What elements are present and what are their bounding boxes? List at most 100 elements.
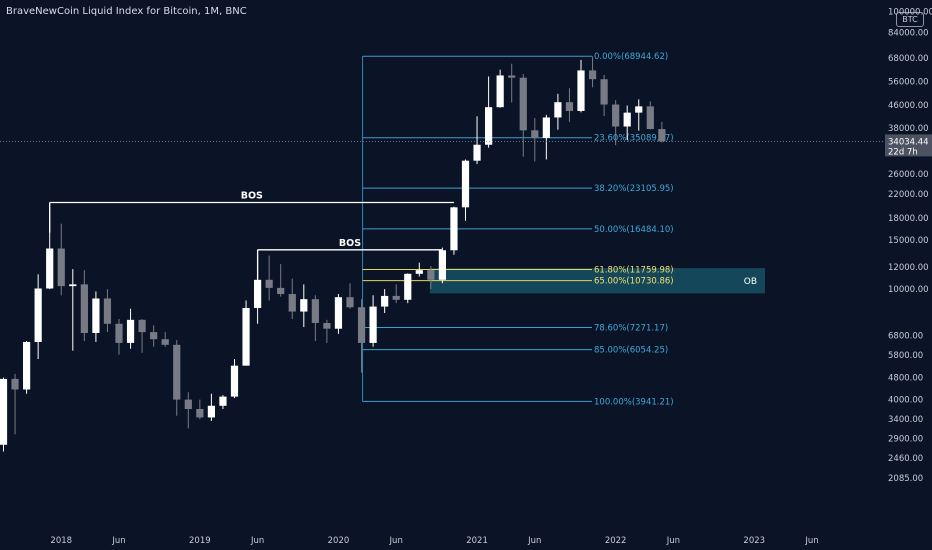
candle-body xyxy=(531,130,539,139)
y-tick-label: 6800.00 xyxy=(888,332,923,342)
x-tick-label: Jun xyxy=(389,536,403,546)
x-tick-label: Jun xyxy=(804,536,818,546)
candle-body xyxy=(612,104,620,127)
candle-body xyxy=(554,102,562,118)
y-tick-label: 2900.00 xyxy=(888,434,923,444)
y-tick-label: 2085.00 xyxy=(888,474,923,484)
candle-body xyxy=(508,75,516,78)
x-tick-label: Jun xyxy=(111,536,125,546)
candle-body xyxy=(461,160,470,208)
candle-body xyxy=(126,319,135,343)
candle-body xyxy=(600,79,608,105)
candle-body xyxy=(230,365,239,397)
fib-level-label: 0.00%(68944.62) xyxy=(594,52,668,62)
bos-label: BOS xyxy=(339,238,361,249)
candle-body xyxy=(404,273,412,300)
fib-level-label: 100.00%(3941.21) xyxy=(594,397,674,407)
candle-body xyxy=(415,270,423,274)
candle-body xyxy=(34,288,42,342)
x-tick-label: Jun xyxy=(527,536,541,546)
last-price-tag xyxy=(885,134,932,157)
candle-body xyxy=(588,70,597,80)
candle-body xyxy=(184,399,192,409)
y-tick-label: 4800.00 xyxy=(888,374,923,384)
candle-body xyxy=(254,279,262,308)
fib-level-label: 23.60%(35089.97) xyxy=(594,134,674,144)
x-tick-label: 2022 xyxy=(605,536,627,546)
candle-body xyxy=(57,248,65,287)
candle-body xyxy=(635,106,643,113)
candle-body xyxy=(265,279,273,288)
y-tick-label: 68000.00 xyxy=(888,54,929,64)
candle-body xyxy=(311,299,319,323)
fib-level-label: 61.80%(11759.98) xyxy=(594,266,674,276)
y-tick-label: 4000.00 xyxy=(888,396,923,406)
y-tick-label: 18000.00 xyxy=(888,214,929,224)
y-tick-label: 3400.00 xyxy=(888,415,923,425)
candle-body xyxy=(577,70,585,111)
bar-countdown: 22d 7h xyxy=(888,147,918,157)
fib-level-label: 38.20%(23105.95) xyxy=(594,184,674,194)
candle-body xyxy=(69,284,77,287)
x-tick-label: 2020 xyxy=(328,536,350,546)
x-tick-label: 2023 xyxy=(743,536,765,546)
candle-body xyxy=(242,307,250,366)
last-price-value: 34034.44 xyxy=(888,137,929,147)
candle-body xyxy=(623,112,631,127)
fib-level-label: 85.00%(6054.25) xyxy=(594,346,668,356)
y-axis[interactable]: 100000.00 84000.00 68000.00 56000.00 46000.0… xyxy=(888,7,932,484)
candle-body xyxy=(485,107,493,145)
y-tick-label: 10000.00 xyxy=(888,285,929,295)
candle-body xyxy=(427,270,435,280)
y-tick-label: 84000.00 xyxy=(888,28,929,38)
x-axis[interactable]: 2018 Jun 2019 Jun 2020 Jun 2021 Jun 2022 Jun 2023 J… xyxy=(50,536,818,546)
candle-body xyxy=(0,378,8,445)
x-tick-label: 2018 xyxy=(50,536,72,546)
candle-body xyxy=(565,102,574,111)
candles-layer xyxy=(0,56,666,452)
fibonacci-layer: 0.00%(68944.62) 23.60%(35089.97) 38.20%(23… xyxy=(362,52,674,407)
candle-body xyxy=(219,396,227,406)
candle-body xyxy=(323,322,331,329)
x-tick-label: 2021 xyxy=(466,536,488,546)
candle-body xyxy=(381,295,389,307)
candle-body xyxy=(196,408,204,418)
candle-body xyxy=(334,297,343,329)
candle-body xyxy=(288,294,296,312)
candle-body xyxy=(658,129,666,142)
bos-label: BOS xyxy=(241,191,263,202)
candle-body xyxy=(150,332,158,340)
candle-body xyxy=(438,250,446,280)
x-tick-label: Jun xyxy=(666,536,680,546)
candle-body xyxy=(346,297,354,308)
y-tick-label: 100000.00 xyxy=(888,7,932,17)
chart-title: BraveNewCoin Liquid Index for Bitcoin, 1… xyxy=(6,6,247,17)
fib-level-label: 78.60%(7271.17) xyxy=(594,324,668,334)
candle-body xyxy=(300,299,308,312)
candle-body xyxy=(103,298,112,324)
candle-body xyxy=(357,307,366,343)
candle-body xyxy=(207,405,215,418)
candle-body xyxy=(277,287,285,295)
currency-badge[interactable]: BTC xyxy=(896,12,924,27)
candle-body xyxy=(369,306,377,343)
candle-body xyxy=(115,323,123,343)
candle-body xyxy=(46,248,54,289)
candle-body xyxy=(542,117,550,139)
candle-body xyxy=(23,341,31,390)
candle-body xyxy=(80,284,88,333)
y-tick-label: 38000.00 xyxy=(888,124,929,134)
bos-layer: BOS BOS xyxy=(49,191,454,280)
y-tick-label: 56000.00 xyxy=(888,77,929,87)
candle-body xyxy=(496,75,504,108)
candle-body xyxy=(392,295,400,300)
order-block-label: OB xyxy=(744,277,757,287)
y-tick-label: 26000.00 xyxy=(888,170,929,180)
x-tick-label: 2019 xyxy=(189,536,211,546)
candle-body xyxy=(161,339,169,345)
y-tick-label: 5800.00 xyxy=(888,351,923,361)
y-tick-label: 12000.00 xyxy=(888,263,929,273)
